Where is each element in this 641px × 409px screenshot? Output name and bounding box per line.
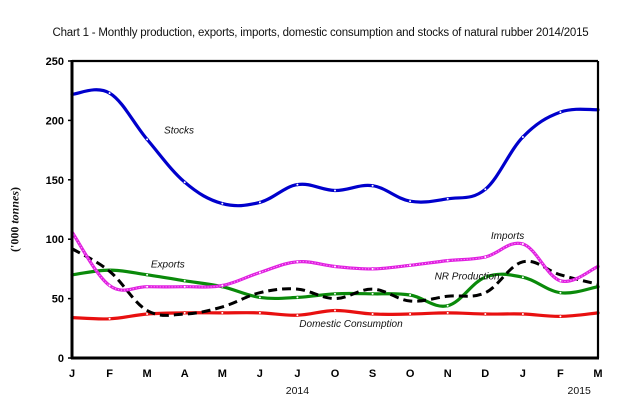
data-point (558, 291, 563, 295)
data-point (483, 275, 487, 279)
plot-frame (70, 59, 600, 360)
x-tick-label: O (406, 368, 415, 380)
annotation-exports: Exports (151, 260, 185, 271)
y-tick-label: 200 (46, 115, 64, 127)
data-point (483, 187, 487, 191)
data-point (446, 311, 450, 315)
data-point (483, 255, 487, 259)
data-point (371, 267, 375, 271)
x-tick-label: O (331, 368, 340, 380)
x-tick-label: J (294, 368, 300, 380)
x-tick-label: F (557, 368, 564, 380)
data-point (408, 263, 412, 267)
series-line-stocks (71, 88, 599, 208)
data-point (333, 188, 337, 193)
data-point (333, 264, 337, 269)
data-point (295, 260, 300, 264)
data-point (258, 295, 262, 300)
data-point (107, 91, 112, 95)
data-point (258, 311, 262, 315)
data-point (446, 304, 450, 308)
data-point (183, 285, 187, 289)
data-point (183, 279, 187, 283)
data-point (107, 283, 112, 288)
x-tick-label: M (593, 368, 602, 380)
data-point (145, 273, 149, 277)
data-point (107, 317, 112, 321)
x-tick-label: F (106, 368, 113, 380)
data-point (408, 199, 412, 203)
y-tick-label: 250 (46, 56, 64, 68)
y-tick-label: 50 (52, 294, 64, 306)
x-tick-label: J (257, 368, 263, 380)
data-point (145, 285, 149, 289)
data-point (446, 259, 450, 263)
data-point (258, 200, 262, 204)
data-point (483, 312, 487, 316)
series-line-nr-production (71, 247, 599, 317)
series-line-texture-imports (71, 231, 599, 291)
data-point (220, 283, 224, 288)
x-tick-label: M (143, 368, 152, 380)
y-tick-label: 100 (46, 234, 64, 246)
annotation-imports: Imports (491, 231, 524, 242)
x-tick-label: N (444, 368, 452, 380)
annotation-nr-production: NR Production (435, 272, 500, 283)
data-point (408, 312, 412, 316)
annotation-domestic-consumption: Domestic Consumption (299, 319, 403, 330)
data-point (295, 313, 300, 317)
year-label: 2015 (568, 385, 592, 397)
data-point (521, 242, 525, 246)
data-point (333, 308, 337, 313)
y-tick-label: 0 (58, 353, 64, 365)
data-point (558, 110, 563, 114)
data-point (521, 135, 525, 139)
data-point (220, 202, 224, 206)
series-nr-production (71, 247, 599, 317)
annotation-stocks: Stocks (164, 125, 194, 136)
x-tick-label: J (520, 368, 526, 380)
data-point (371, 292, 375, 296)
series-stocks (70, 88, 600, 208)
data-point (371, 184, 375, 188)
x-tick-label: S (369, 368, 376, 380)
data-point (521, 275, 525, 279)
data-point (371, 312, 375, 316)
annotations: Stocks Exports Imports NR Production Domesti… (151, 125, 524, 330)
x-tick-label: D (481, 368, 489, 380)
year-label: 2014 (286, 385, 310, 397)
data-point (446, 197, 450, 201)
data-point (558, 314, 563, 319)
series-layer (70, 88, 600, 321)
x-tick-label: M (218, 368, 227, 380)
y-axis-ticks: 0 50 100 150 200 250 (46, 56, 72, 365)
x-tick-label: A (181, 368, 189, 380)
data-point (183, 311, 187, 315)
data-point (145, 312, 149, 316)
data-point (258, 270, 262, 275)
data-point (295, 295, 300, 300)
data-point (521, 312, 525, 316)
data-point (333, 292, 337, 296)
data-point (408, 293, 412, 297)
data-point (558, 279, 563, 283)
year-labels: 2014 2015 (286, 385, 591, 397)
chart-title: Chart 1 - Monthly production, exports, i… (52, 27, 589, 39)
y-tick-label: 150 (46, 175, 64, 187)
data-point (183, 180, 187, 184)
x-tick-label: J (69, 368, 75, 380)
data-point (220, 311, 224, 315)
data-point (145, 137, 149, 141)
data-point (295, 183, 300, 187)
